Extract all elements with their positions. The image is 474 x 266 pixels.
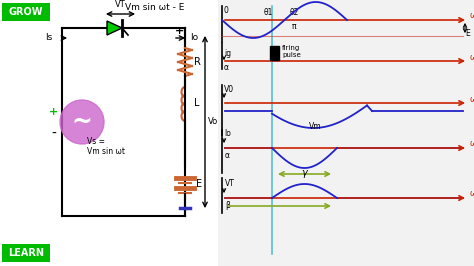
Text: E: E [196, 179, 202, 189]
Text: ωt: ωt [470, 52, 474, 61]
Text: θ1: θ1 [264, 8, 273, 17]
Text: ωt: ωt [470, 94, 474, 103]
Text: Io: Io [224, 130, 231, 139]
Text: Vs =
Vm sin ωt: Vs = Vm sin ωt [87, 137, 125, 156]
Text: Io: Io [190, 34, 198, 43]
Text: ωt: ωt [470, 189, 474, 198]
Polygon shape [107, 21, 122, 35]
Text: -: - [52, 127, 56, 141]
Text: β: β [225, 201, 230, 210]
Text: Is: Is [45, 34, 52, 43]
Text: ωt: ωt [470, 139, 474, 148]
Text: α: α [225, 152, 230, 160]
Text: Vm sin ωt - E: Vm sin ωt - E [125, 2, 185, 11]
Text: VT: VT [115, 0, 126, 9]
Text: +: + [175, 26, 185, 36]
Bar [218, 0, 474, 266]
FancyBboxPatch shape [2, 244, 50, 262]
Text: V0: V0 [224, 85, 234, 94]
Text: firing
pulse: firing pulse [282, 45, 301, 58]
Text: α: α [224, 63, 229, 72]
Text: E: E [465, 30, 470, 39]
Text: γ: γ [301, 168, 307, 178]
Text: ~: ~ [72, 110, 92, 134]
Text: L: L [194, 98, 200, 108]
Text: Vm: Vm [309, 122, 322, 131]
FancyBboxPatch shape [2, 3, 50, 21]
Bar [270, 46, 279, 60]
Text: ig: ig [224, 48, 231, 57]
Text: π: π [292, 22, 296, 31]
Text: ωt: ωt [470, 11, 474, 20]
Text: 0: 0 [224, 6, 229, 15]
Text: GROW: GROW [9, 7, 43, 17]
Text: VT: VT [225, 180, 235, 189]
Circle shape [60, 100, 104, 144]
Text: R: R [194, 57, 201, 67]
Text: θ2: θ2 [289, 8, 299, 17]
Text: Vo: Vo [208, 118, 218, 127]
Text: +: + [49, 107, 59, 117]
Text: LEARN: LEARN [8, 248, 44, 258]
